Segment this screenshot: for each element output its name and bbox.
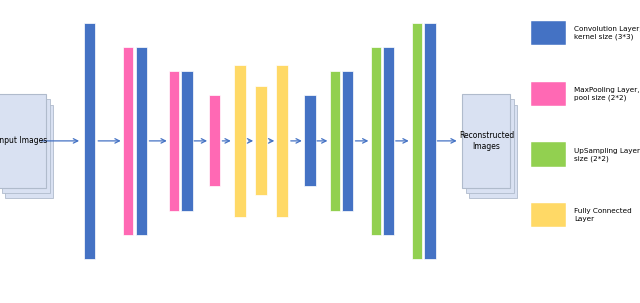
FancyBboxPatch shape bbox=[371, 47, 381, 235]
FancyBboxPatch shape bbox=[2, 99, 50, 193]
FancyBboxPatch shape bbox=[234, 65, 246, 217]
FancyBboxPatch shape bbox=[531, 203, 566, 227]
Text: Fully Connected
Layer: Fully Connected Layer bbox=[574, 208, 632, 222]
FancyBboxPatch shape bbox=[412, 23, 422, 259]
FancyBboxPatch shape bbox=[463, 94, 511, 188]
FancyBboxPatch shape bbox=[304, 95, 316, 186]
FancyBboxPatch shape bbox=[342, 71, 353, 211]
FancyBboxPatch shape bbox=[255, 86, 268, 195]
FancyBboxPatch shape bbox=[0, 94, 46, 188]
FancyBboxPatch shape bbox=[84, 23, 95, 259]
FancyBboxPatch shape bbox=[383, 47, 394, 235]
FancyBboxPatch shape bbox=[5, 105, 53, 198]
FancyBboxPatch shape bbox=[181, 71, 193, 211]
FancyBboxPatch shape bbox=[169, 71, 179, 211]
FancyBboxPatch shape bbox=[123, 47, 133, 235]
FancyBboxPatch shape bbox=[468, 105, 517, 198]
Text: Input Images: Input Images bbox=[0, 136, 47, 145]
FancyBboxPatch shape bbox=[531, 21, 566, 45]
FancyBboxPatch shape bbox=[424, 23, 436, 259]
FancyBboxPatch shape bbox=[330, 71, 340, 211]
FancyBboxPatch shape bbox=[136, 47, 147, 235]
FancyBboxPatch shape bbox=[531, 82, 566, 106]
FancyBboxPatch shape bbox=[276, 65, 288, 217]
Text: Convolution Layer,
kernel size (3*3): Convolution Layer, kernel size (3*3) bbox=[574, 26, 640, 40]
Text: MaxPooling Layer,
pool size (2*2): MaxPooling Layer, pool size (2*2) bbox=[574, 87, 639, 101]
FancyBboxPatch shape bbox=[531, 142, 566, 167]
Text: Reconstructed
Images: Reconstructed Images bbox=[459, 131, 514, 151]
FancyBboxPatch shape bbox=[209, 95, 220, 186]
Text: UpSampling Layer,
size (2*2): UpSampling Layer, size (2*2) bbox=[574, 148, 640, 161]
FancyBboxPatch shape bbox=[466, 99, 514, 193]
